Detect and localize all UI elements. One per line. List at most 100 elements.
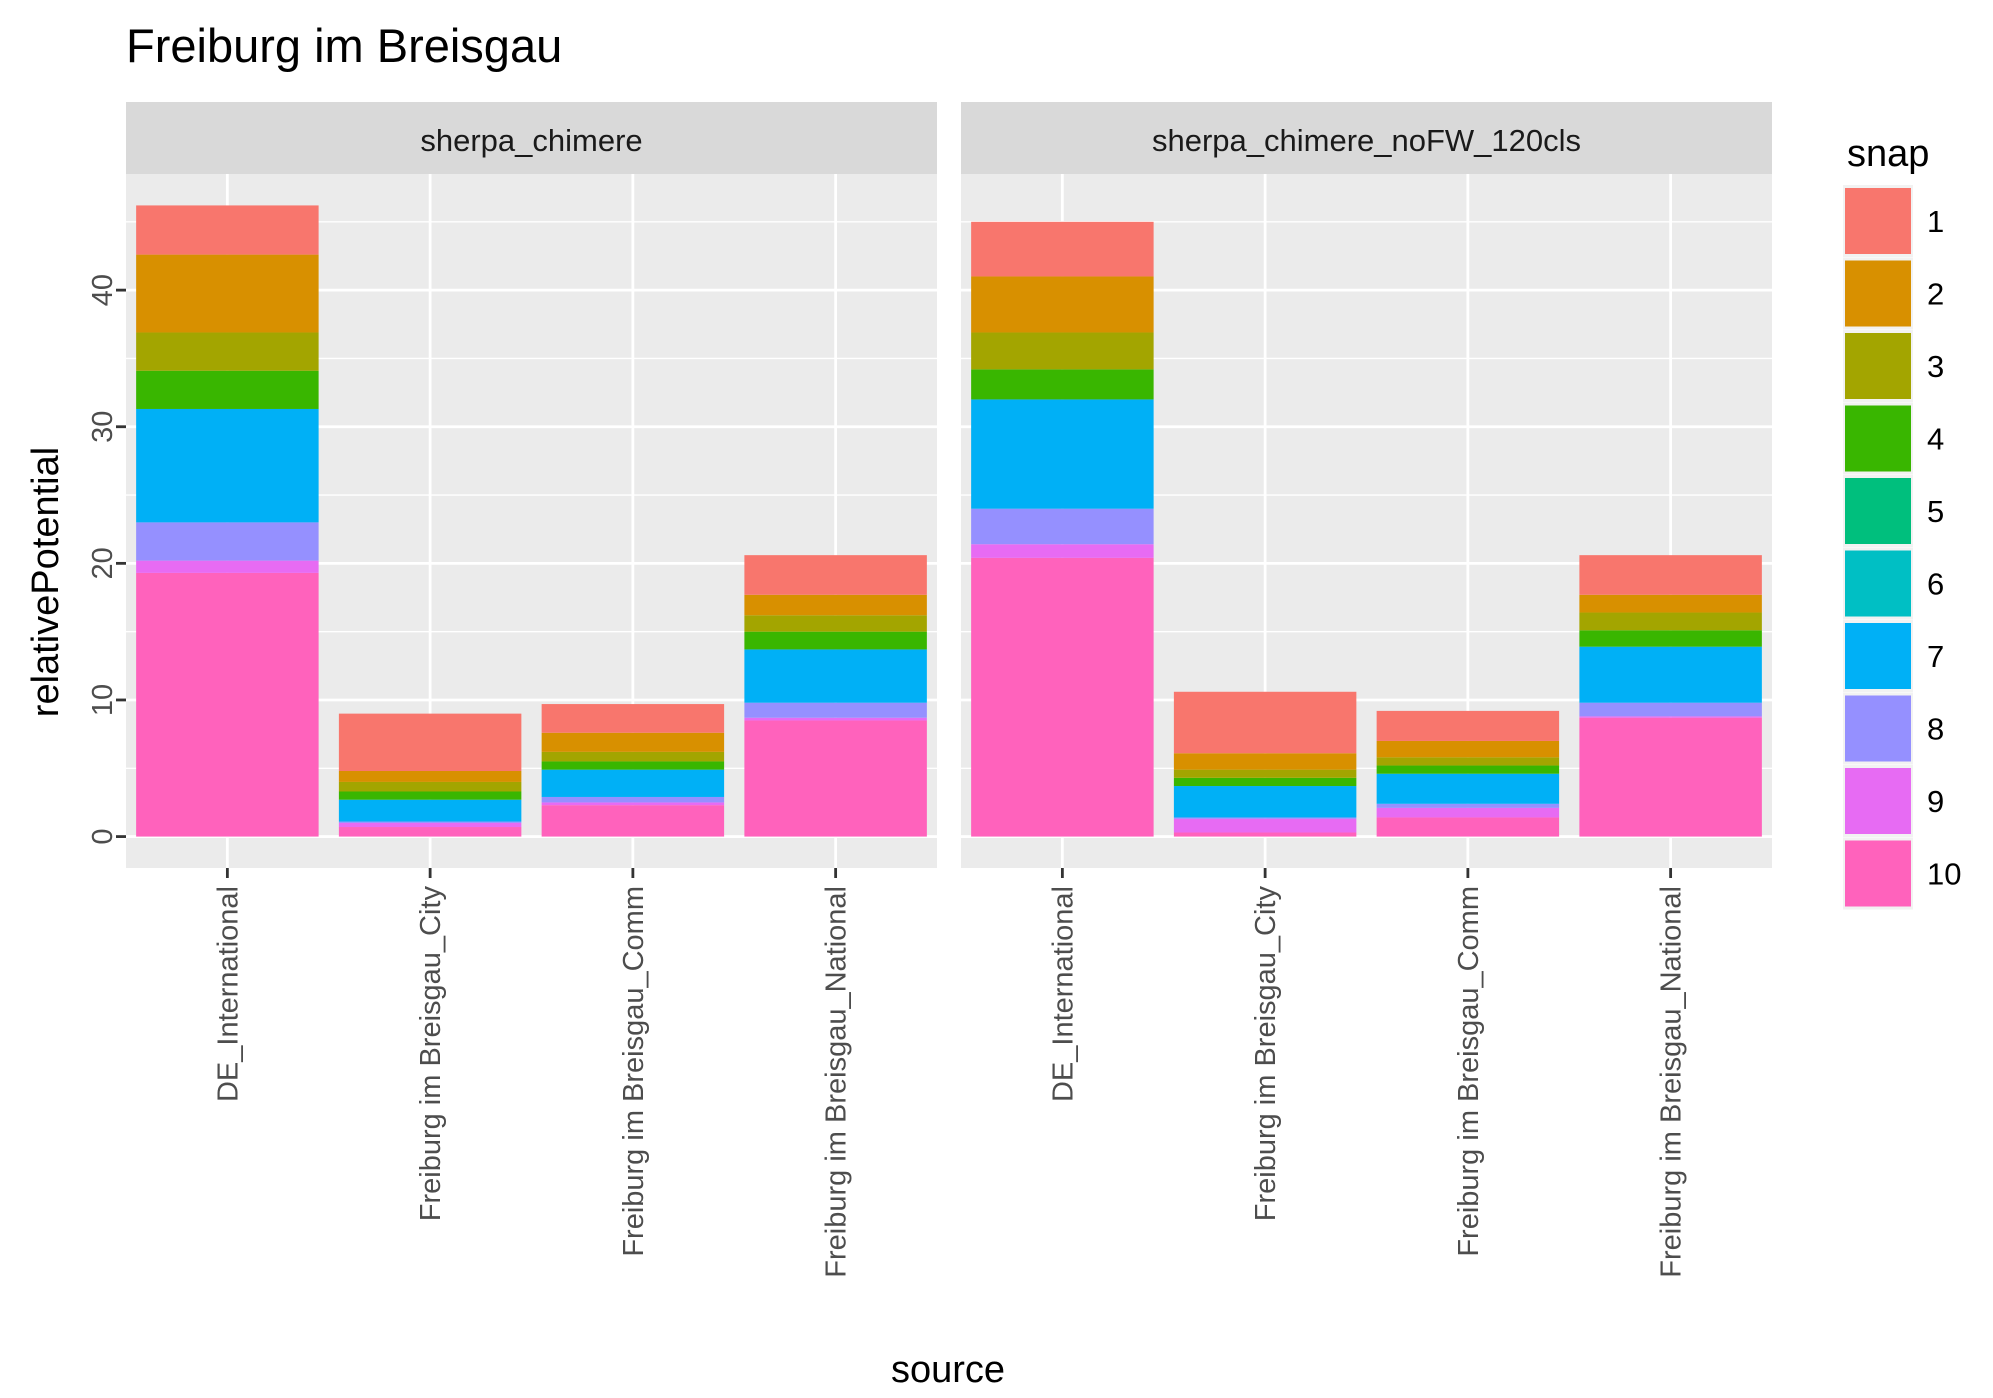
bar-segment [338, 771, 522, 782]
facet-strip [126, 102, 937, 174]
bar-segment [1579, 716, 1762, 718]
bar-segment [541, 769, 725, 797]
y-tick-label: 20 [87, 547, 119, 579]
bar-segment [1579, 717, 1762, 837]
bar-segment [971, 399, 1154, 509]
bar-segment [744, 717, 927, 721]
bar-segment [1376, 710, 1560, 741]
legend-item: 10 [1843, 837, 1961, 910]
facet-strip [961, 102, 1772, 174]
legend-label: 6 [1927, 567, 1944, 602]
facet-strip-label: sherpa_chimere [420, 123, 642, 158]
bar-segment [971, 221, 1154, 277]
legend-item: 3 [1843, 330, 1944, 402]
legend-swatch [1845, 840, 1911, 907]
bar-segment [136, 332, 319, 371]
x-tick-label: Freiburg im Breisgau_National [1656, 886, 1688, 1278]
y-tick-label: 10 [87, 684, 119, 716]
bar-segment [338, 799, 522, 822]
bar-segment [136, 522, 319, 561]
x-tick-label: Freiburg im Breisgau_City [1250, 886, 1282, 1222]
bar-segment [1376, 807, 1560, 818]
bar-segment [541, 751, 725, 762]
x-tick-label: Freiburg im Breisgau_Comm [618, 886, 650, 1257]
bar-segment [1579, 646, 1762, 703]
bar-segment [541, 704, 725, 733]
legend-item: 6 [1843, 547, 1944, 620]
bar-segment [1376, 817, 1560, 837]
bar-segment [338, 791, 522, 800]
legend-item: 2 [1843, 257, 1944, 330]
legend-item: 5 [1843, 475, 1944, 547]
legend-title: snap [1847, 133, 1929, 175]
bar-segment [1173, 691, 1357, 754]
bar-segment [744, 631, 927, 650]
y-axis-label: relativePotential [25, 447, 67, 717]
legend-label: 4 [1927, 422, 1944, 457]
x-axis-label: source [891, 1349, 1005, 1391]
bar-segment [744, 720, 927, 837]
legend-swatch [1845, 478, 1911, 544]
bar-segment [1579, 630, 1762, 647]
bar-segment [971, 369, 1154, 400]
x-tick-label: Freiburg im Breisgau_National [821, 886, 853, 1278]
bar-segment [1173, 753, 1357, 770]
legend-item: 1 [1843, 185, 1944, 257]
bar-segment [971, 276, 1154, 333]
bar-segment [136, 205, 319, 255]
bar-segment [1376, 757, 1560, 766]
bar-segment [136, 572, 319, 837]
facet-panel: sherpa_chimere_noFW_120cls DE_Internation… [961, 102, 1772, 1278]
bar-segment [338, 827, 522, 837]
legend-item: 9 [1843, 765, 1944, 837]
facet-panels: sherpa_chimere DE_International Freiburg i… [87, 102, 1772, 1278]
bar-segment [1173, 832, 1357, 837]
facet-panel: sherpa_chimere DE_International Freiburg i… [87, 102, 937, 1278]
y-tick-label: 0 [87, 829, 119, 845]
x-tick-label: Freiburg im Breisgau_Comm [1453, 886, 1485, 1257]
legend-label: 3 [1927, 349, 1944, 384]
legend-label: 10 [1927, 857, 1961, 892]
bar-segment [136, 408, 319, 523]
legend-swatch [1845, 260, 1911, 327]
bar-segment [744, 702, 927, 718]
bar-segment [744, 615, 927, 632]
bar-segment [541, 805, 725, 837]
legend-label: 9 [1927, 784, 1944, 819]
bar-segment [1173, 777, 1357, 787]
legend-label: 8 [1927, 712, 1944, 747]
bar-segment [1376, 803, 1560, 808]
bar-segment [338, 822, 522, 828]
bar-segment [744, 555, 927, 595]
bar-segment [1173, 817, 1357, 819]
legend-swatch [1845, 333, 1911, 399]
bar-segment [541, 732, 725, 752]
y-tick-label: 40 [87, 274, 119, 306]
bar-segment [1173, 769, 1357, 778]
legend-item: 8 [1843, 692, 1944, 765]
bar-segment [338, 713, 522, 772]
legend-label: 5 [1927, 494, 1944, 529]
bar-segment [971, 544, 1154, 558]
bar-segment [136, 560, 319, 573]
bar-segment [1579, 555, 1762, 595]
bar-segment [136, 254, 319, 333]
bar-segment [1173, 818, 1357, 833]
bar-segment [541, 802, 725, 806]
legend-swatch [1845, 768, 1911, 834]
bar-segment [971, 332, 1154, 370]
bar-segment [1376, 765, 1560, 774]
legend-swatch [1845, 188, 1911, 254]
legend-label: 2 [1927, 277, 1944, 312]
bar-segment [744, 594, 927, 616]
bar-segment [1579, 594, 1762, 613]
bar-segment [971, 557, 1154, 837]
bar-segment [1173, 786, 1357, 818]
bar-segment [971, 508, 1154, 545]
bar-segment [541, 796, 725, 803]
x-tick-label: Freiburg im Breisgau_City [415, 886, 447, 1222]
bar-segment [744, 649, 927, 703]
bar-segment [1579, 612, 1762, 631]
chart-title: Freiburg im Breisgau [126, 19, 562, 72]
